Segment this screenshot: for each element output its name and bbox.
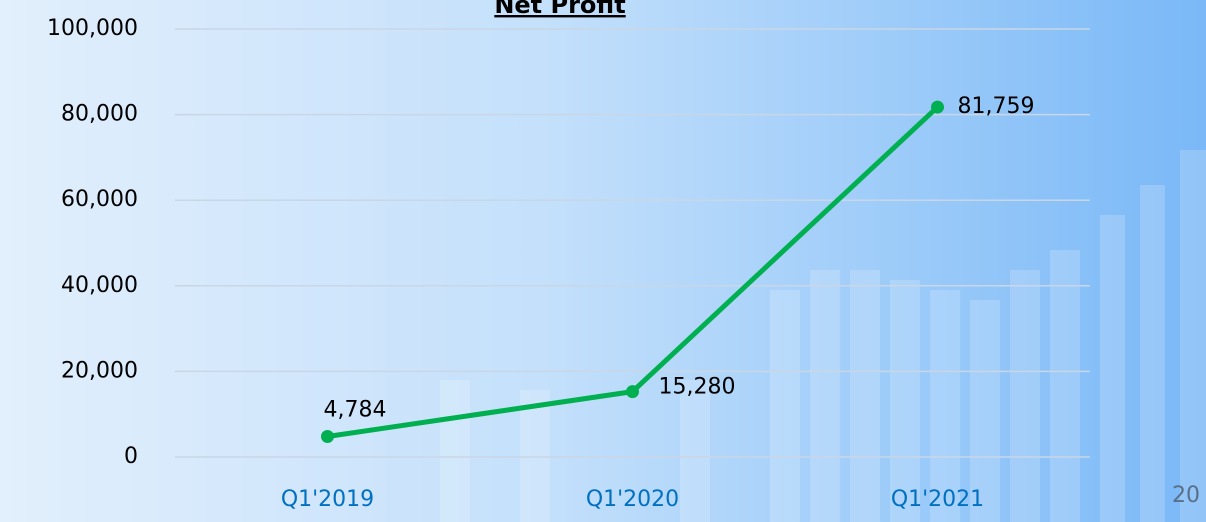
marker [626,385,639,399]
y-tick-label: 40,000 [61,273,138,298]
data-label: 4,784 [324,398,387,423]
x-tick-label: Q1'2019 [281,487,374,512]
chart-title: Net Profit [494,0,625,19]
x-tick-label: Q1'2021 [891,487,984,512]
y-tick-label: 100,000 [47,16,138,41]
background-decoration [440,150,1206,522]
x-tick-label: Q1'2020 [586,487,679,512]
marker [321,430,334,444]
y-tick-label: 80,000 [61,102,138,127]
y-tick-label: 60,000 [61,187,138,212]
marker [931,100,944,114]
data-label: 15,280 [659,375,736,400]
page-number: 20 [1172,483,1200,508]
y-tick-label: 20,000 [61,358,138,383]
data-label: 81,759 [958,94,1035,119]
y-tick-label: 0 [124,444,138,469]
